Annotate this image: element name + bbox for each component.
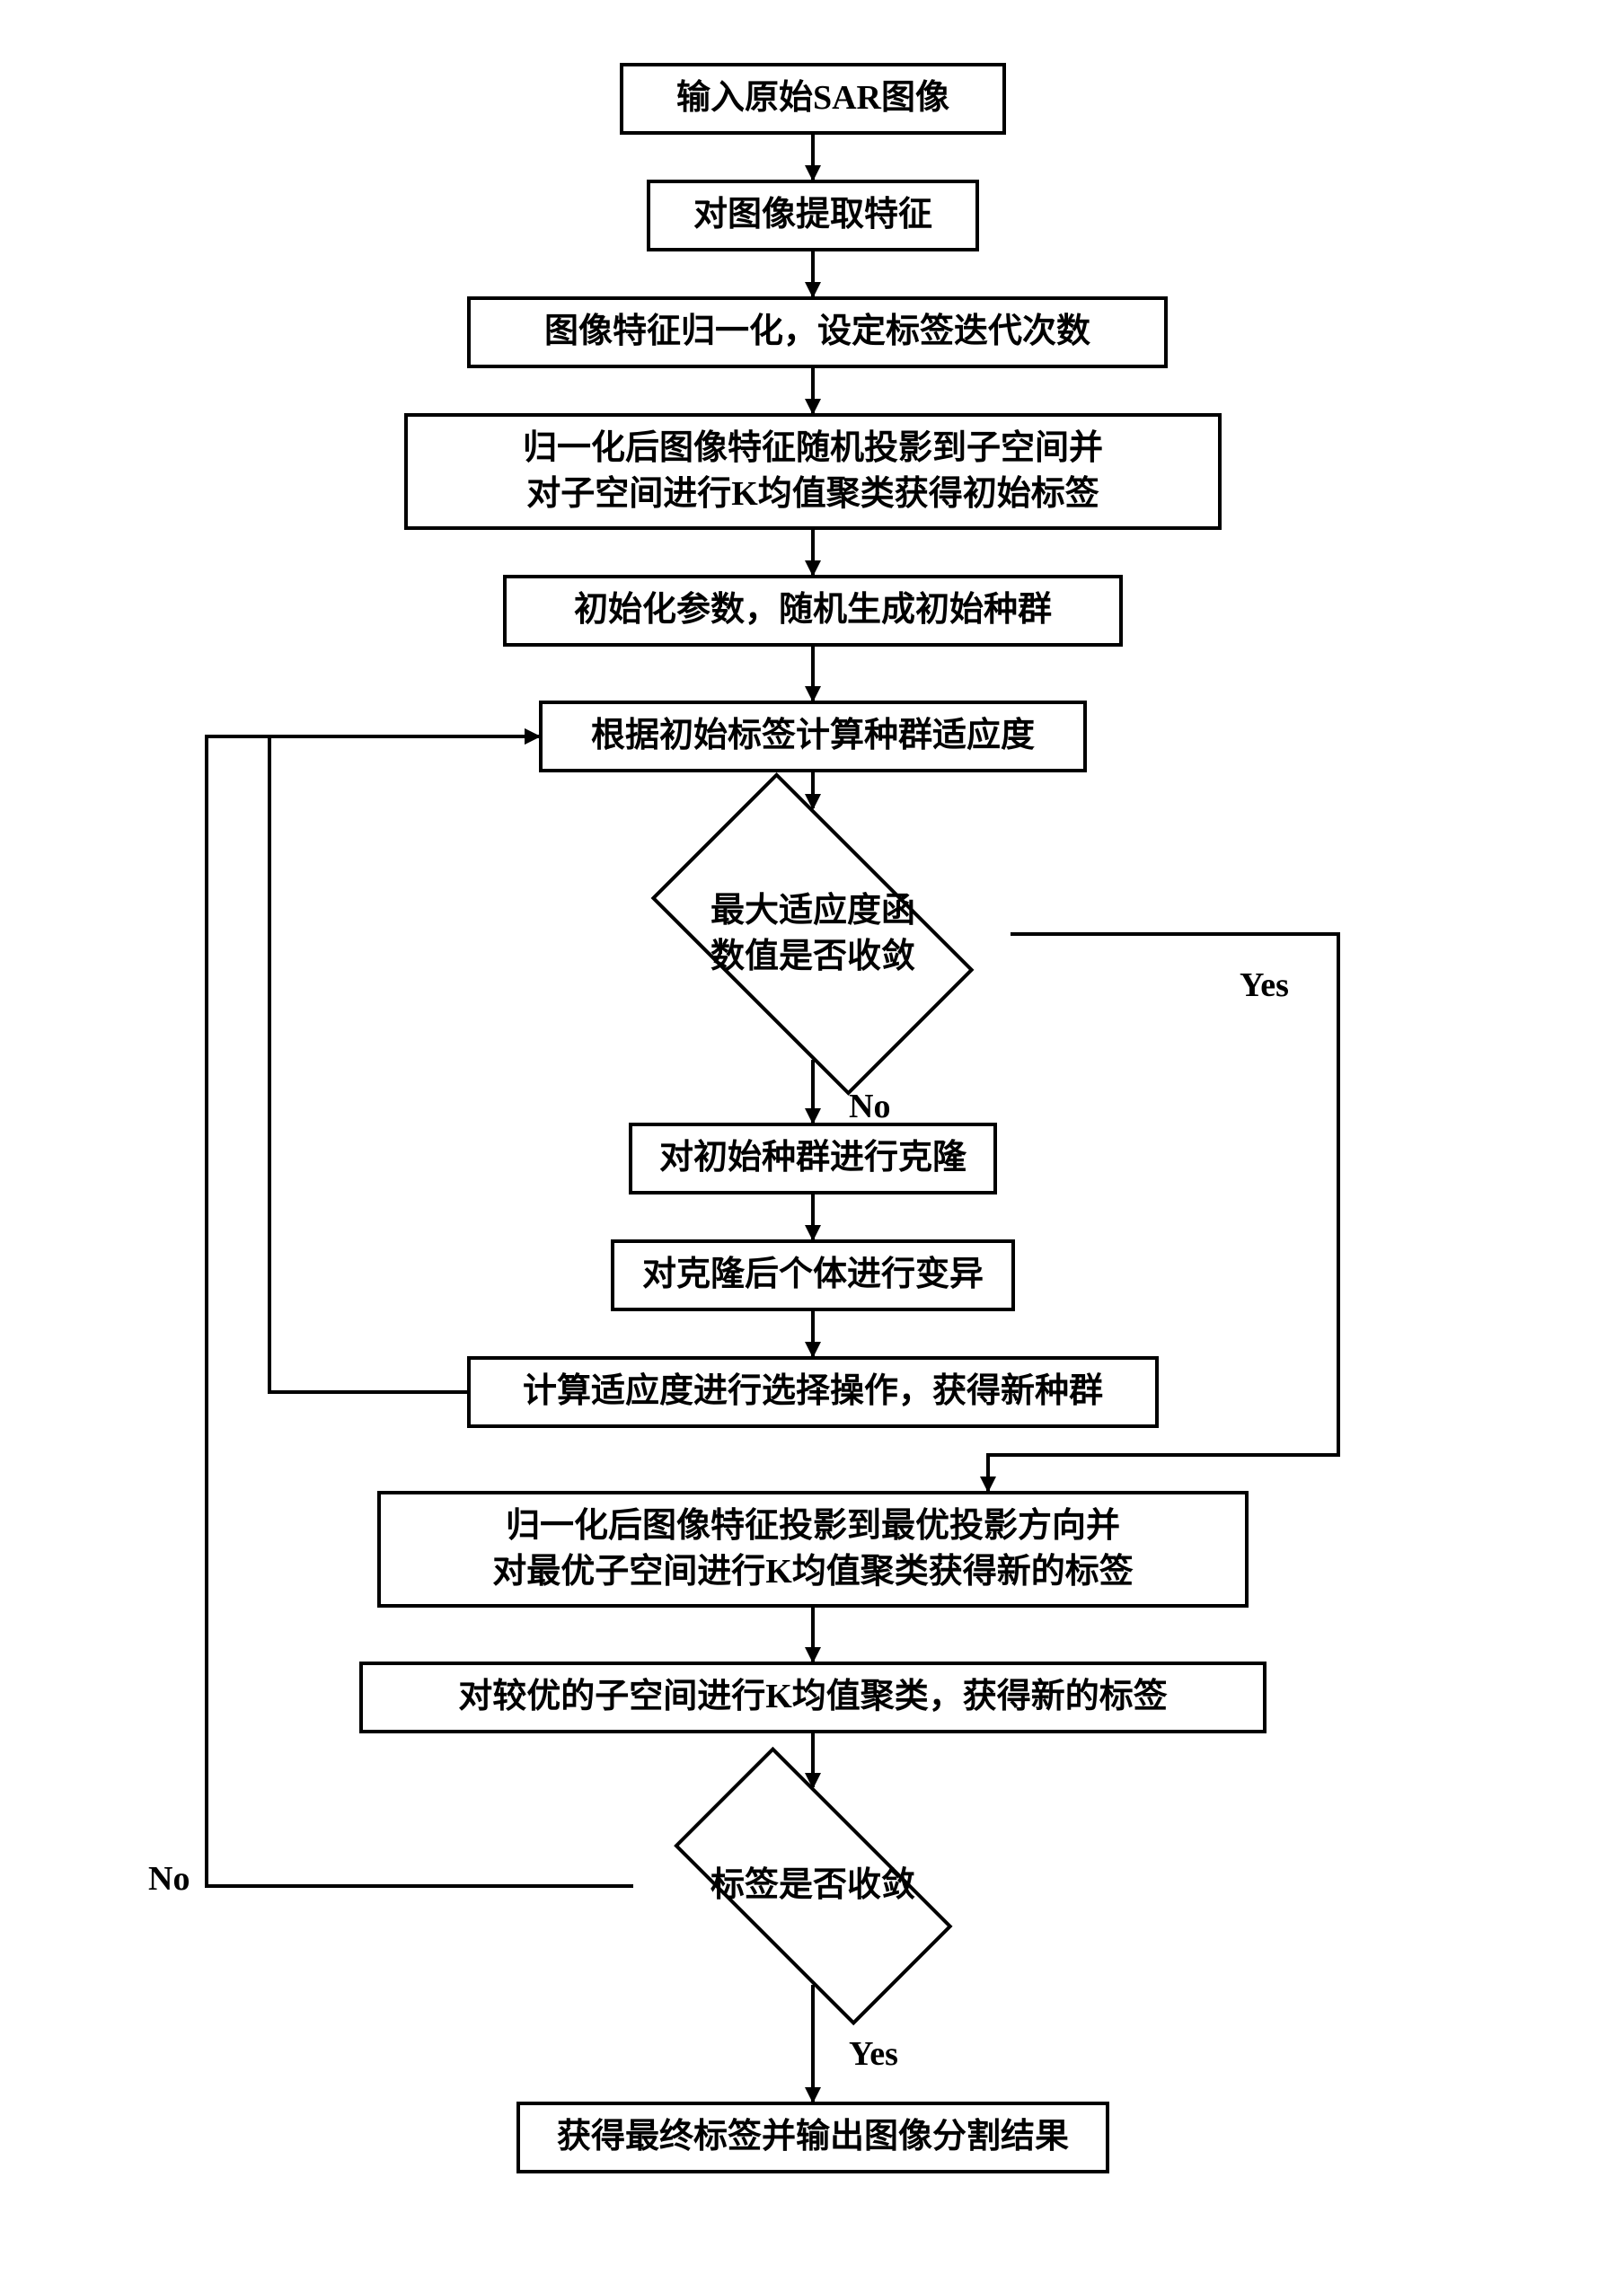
edge-label-d1-n10: Yes [1240,965,1289,1005]
flowchart-n8: 对克隆后个体进行变异 [611,1239,1015,1311]
flowchart-n3: 图像特征归一化，设定标签迭代次数 [467,296,1168,368]
flowchart-n2: 对图像提取特征 [647,180,979,251]
flowchart-n7: 对初始种群进行克隆 [629,1123,997,1194]
flowchart-n9: 计算适应度进行选择操作，获得新种群 [467,1356,1159,1428]
flowchart-n12: 获得最终标签并输出图像分割结果 [516,2102,1109,2173]
edge-label-d1-n7: No [849,1087,890,1126]
flowchart-n6: 根据初始标签计算种群适应度 [539,701,1087,772]
edge-n9-n6 [269,736,539,1392]
flowchart-d1 [651,772,975,1096]
flowchart-d2 [674,1747,952,2025]
edge-label-d2-n6: No [148,1859,190,1899]
flowchart-n10: 归一化后图像特征投影到最优投影方向并 对最优子空间进行K均值聚类获得新的标签 [377,1491,1249,1608]
edge-label-d2-n12: Yes [849,2034,898,2074]
flowchart-n5: 初始化参数，随机生成初始种群 [503,575,1123,647]
flowchart-n4: 归一化后图像特征随机投影到子空间并 对子空间进行K均值聚类获得初始标签 [404,413,1222,530]
flowchart-n1: 输入原始SAR图像 [620,63,1006,135]
flowchart-n11: 对较优的子空间进行K均值聚类，获得新的标签 [359,1662,1267,1733]
